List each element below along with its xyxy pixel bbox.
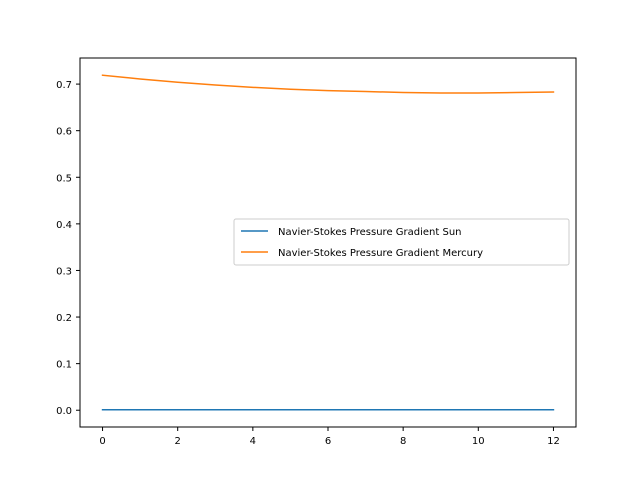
y-tick-label: 0.1 [56, 360, 72, 371]
series-line-mercury [101, 74, 555, 94]
x-tick-label: 12 [547, 436, 560, 447]
x-axis: 0 2 4 6 8 10 12 [99, 427, 560, 447]
plot-lines [101, 74, 555, 411]
y-tick-label: 0.7 [56, 80, 72, 91]
legend-label: Navier-Stokes Pressure Gradient Sun [278, 227, 462, 238]
legend-box [233, 218, 570, 266]
x-tick-label: 2 [175, 436, 181, 447]
y-tick-label: 0.4 [56, 220, 72, 231]
y-tick-label: 0.2 [56, 313, 72, 324]
y-tick-label: 0.3 [56, 266, 72, 277]
x-tick-label: 0 [99, 436, 105, 447]
legend: Navier-Stokes Pressure Gradient Sun Navie… [233, 218, 570, 266]
x-tick-label: 8 [400, 436, 406, 447]
y-axis: 0.0 0.1 0.2 0.3 0.4 0.5 0.6 0.7 [56, 80, 80, 417]
x-tick-label: 4 [250, 436, 256, 447]
y-tick-label: 0.6 [56, 127, 72, 138]
y-tick-label: 0.5 [56, 173, 72, 184]
y-tick-label: 0.0 [56, 406, 72, 417]
legend-label: Navier-Stokes Pressure Gradient Mercury [278, 248, 483, 259]
x-tick-label: 10 [472, 436, 485, 447]
x-tick-label: 6 [325, 436, 331, 447]
